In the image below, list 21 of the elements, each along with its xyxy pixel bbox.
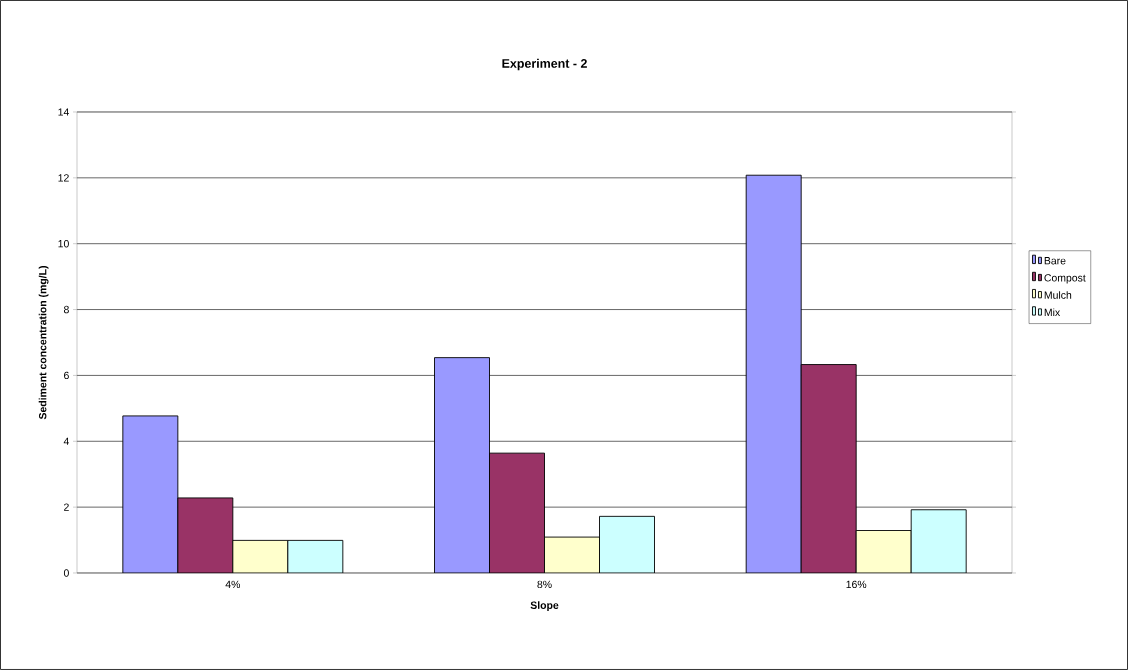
y-tick-label: 6 xyxy=(64,371,69,380)
legend-label: Bare xyxy=(1044,257,1066,265)
x-axis-title: Slope xyxy=(530,601,559,611)
y-tick-label: 0 xyxy=(63,569,69,577)
y-tick-label: 4 xyxy=(63,437,70,445)
x-tick-label: 4% xyxy=(225,580,241,588)
y-tick-label: 12 xyxy=(58,174,69,182)
x-tick-label: 16% xyxy=(846,580,867,589)
y-tick-label: 2 xyxy=(64,503,69,511)
bar xyxy=(434,357,490,573)
y-tick-label: 14 xyxy=(58,108,69,116)
y-axis-title: Sediment concentration (mg/L) xyxy=(38,266,49,420)
y-tick-label: 10 xyxy=(58,240,69,248)
legend-label: Mix xyxy=(1044,308,1061,317)
y-tick-label: 8 xyxy=(63,305,69,314)
legend-label: Mulch xyxy=(1044,291,1072,299)
x-tick-label: 8% xyxy=(537,580,552,589)
bar xyxy=(745,174,802,573)
legend-label: Compost xyxy=(1044,274,1086,284)
bar xyxy=(122,415,179,573)
chart-title: Experiment - 2 xyxy=(502,58,587,71)
